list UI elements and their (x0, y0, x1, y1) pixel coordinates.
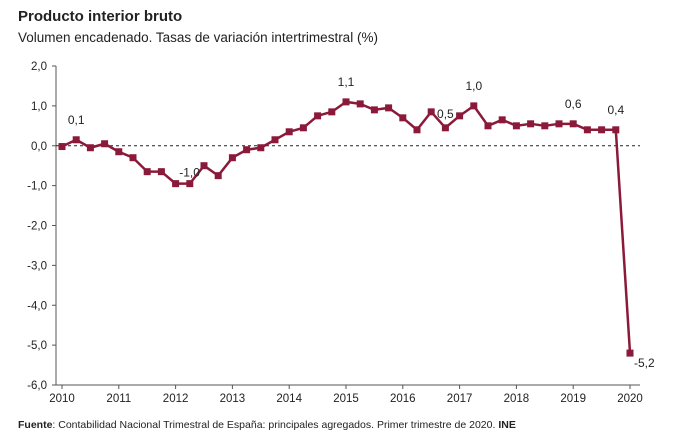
data-point (626, 349, 634, 357)
data-point (228, 154, 236, 162)
data-point (569, 120, 577, 128)
data-point (86, 144, 94, 152)
data-point (314, 112, 322, 120)
data-point (441, 124, 449, 132)
data-point (101, 140, 109, 148)
data-label: 0,1 (68, 113, 85, 127)
x-tick-label: 2012 (163, 393, 189, 405)
x-tick-label: 2017 (447, 393, 473, 405)
data-labels: 0,1 -1,0 1,1 0,5 1,0 0,6 0,4 -5,2 (68, 75, 655, 370)
x-tick-label: 2020 (617, 393, 643, 405)
x-axis: 2010 2011 2012 2013 2014 2015 2016 2017 2018 2019… (49, 384, 643, 405)
data-point (186, 180, 194, 188)
source-text: : Contabilidad Nacional Trimestral de Es… (52, 419, 499, 431)
x-tick-label: 2010 (49, 393, 75, 405)
source-org: INE (498, 419, 516, 431)
data-point (342, 98, 350, 106)
y-tick-label: -6,0 (27, 380, 47, 392)
data-point (498, 116, 506, 124)
data-label: 1,0 (465, 79, 482, 93)
data-label: 0,4 (607, 103, 624, 117)
data-label: 1,1 (338, 75, 355, 89)
data-point (214, 172, 222, 180)
gdp-line-chart: 2,01,00,0-1,0-2,0-3,0-4,0-5,0-6,0 2010 20… (27, 61, 655, 405)
x-tick-label: 2019 (560, 393, 586, 405)
x-tick-label: 2015 (333, 393, 359, 405)
data-point (72, 136, 80, 144)
data-point (200, 162, 208, 170)
data-series (58, 98, 634, 357)
data-label: 0,6 (565, 97, 582, 111)
y-tick-label: -1,0 (27, 181, 47, 193)
data-point (243, 146, 251, 154)
data-point (129, 154, 137, 162)
data-point (456, 112, 464, 120)
data-label: -5,2 (634, 356, 655, 370)
data-point (512, 122, 520, 130)
y-axis: 2,0 1,0 0,0 -1,0 -2,0 -3,0 -4,0 -5,0 -6,0 (27, 61, 57, 392)
data-point (470, 102, 478, 110)
data-point (527, 120, 535, 128)
data-point (299, 124, 307, 132)
data-point (257, 144, 265, 152)
x-tick-label: 2013 (220, 393, 246, 405)
source-label: Fuente (18, 419, 53, 431)
data-point (399, 114, 407, 122)
data-point (541, 122, 549, 130)
series-line (61, 100, 632, 354)
data-point (172, 180, 180, 188)
y-tick-label: -3,0 (27, 260, 47, 272)
data-point (413, 126, 421, 134)
data-point (583, 126, 591, 134)
data-point (143, 168, 151, 176)
data-point (58, 143, 66, 151)
x-tick-label: 2014 (276, 393, 302, 405)
data-point (115, 148, 123, 156)
data-point (484, 122, 492, 130)
y-tick-label: 0,0 (31, 141, 47, 153)
y-tick-label: -5,0 (27, 340, 47, 352)
data-point (598, 126, 606, 134)
data-point (385, 104, 393, 112)
y-tick-label: 1,0 (31, 101, 47, 113)
y-tick-label: -2,0 (27, 221, 47, 233)
data-point (370, 106, 378, 114)
x-tick-label: 2018 (504, 393, 530, 405)
data-point (157, 168, 165, 176)
chart-subtitle: Volumen encadenado. Tasas de variación i… (18, 30, 378, 45)
y-tick-label: -4,0 (27, 300, 47, 312)
chart-title: Producto interior bruto (18, 8, 183, 25)
data-point (612, 126, 620, 134)
x-tick-label: 2011 (106, 393, 131, 405)
data-label: -1,0 (179, 166, 200, 180)
data-point (356, 100, 364, 108)
data-point (328, 108, 336, 116)
data-point (427, 108, 435, 116)
data-point (285, 128, 293, 136)
data-point (271, 136, 279, 144)
x-tick-label: 2016 (390, 393, 416, 405)
data-point (555, 120, 563, 128)
y-tick-label: 2,0 (31, 61, 47, 73)
source-note: Fuente: Contabilidad Nacional Trimestral… (18, 419, 516, 431)
data-label: 0,5 (437, 107, 454, 121)
